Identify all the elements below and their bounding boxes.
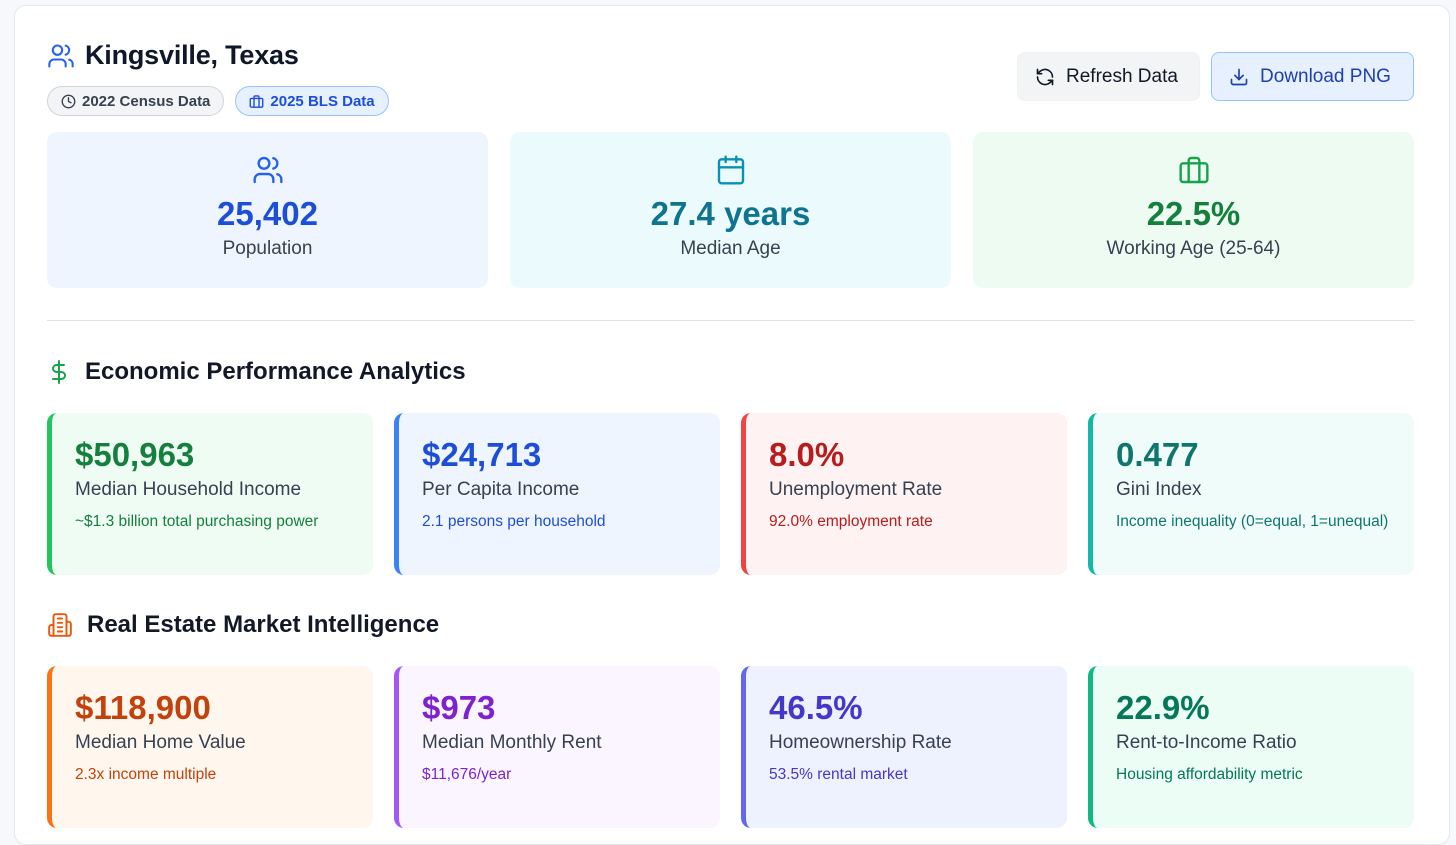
briefcase-icon	[1178, 154, 1210, 186]
real-estate-section-header: Real Estate Market Intelligence	[47, 611, 439, 639]
metric-subtext: Housing affordability metric	[1116, 766, 1303, 784]
metric-value: 46.5%	[769, 689, 863, 726]
calendar-icon	[715, 154, 747, 186]
metric-value: $24,713	[422, 436, 542, 473]
metric-value: $973	[422, 689, 496, 726]
metric-subtext: 2.3x income multiple	[75, 766, 217, 784]
metric-subtext: $11,676/year	[422, 766, 512, 784]
metric-value: 8.0%	[769, 436, 845, 473]
metric-value: $50,963	[75, 436, 195, 473]
refresh-icon	[1035, 67, 1055, 87]
metric-label: Median Household Income	[75, 479, 302, 501]
metric-label: Homeownership Rate	[769, 732, 952, 754]
building-icon	[47, 611, 73, 639]
data-source-badges: 2022 Census Data 2025 BLS Data	[47, 86, 389, 116]
population-label: Population	[222, 238, 313, 260]
metric-value: 0.477	[1116, 436, 1199, 473]
bls-badge: 2025 BLS Data	[235, 86, 389, 116]
metric-subtext: 92.0% employment rate	[769, 513, 933, 531]
metric-label: Median Monthly Rent	[422, 732, 602, 754]
download-png-button[interactable]: Download PNG	[1211, 52, 1414, 101]
dollar-icon	[47, 358, 71, 386]
page-title: Kingsville, Texas	[85, 40, 299, 70]
median-household-income-card: $50,963 Median Household Income ~$1.3 bi…	[47, 413, 373, 575]
metric-label: Rent-to-Income Ratio	[1116, 732, 1297, 754]
economic-section-title: Economic Performance Analytics	[85, 358, 466, 385]
metric-subtext: 2.1 persons per household	[422, 513, 606, 531]
metric-subtext: ~$1.3 billion total purchasing power	[75, 513, 319, 531]
median-age-value: 27.4 years	[650, 195, 811, 232]
median-age-stat: 27.4 years Median Age	[510, 132, 951, 288]
median-age-label: Median Age	[680, 238, 781, 260]
working-age-stat: 22.5% Working Age (25-64)	[973, 132, 1414, 288]
page-header: Kingsville, Texas	[47, 40, 299, 71]
briefcase-icon	[249, 94, 264, 109]
metric-label: Unemployment Rate	[769, 479, 943, 501]
census-badge: 2022 Census Data	[47, 86, 225, 116]
clock-icon	[61, 94, 76, 109]
users-icon	[47, 42, 75, 70]
metric-value: $118,900	[75, 689, 211, 726]
working-age-value: 22.5%	[1146, 195, 1241, 232]
economic-section-header: Economic Performance Analytics	[47, 358, 466, 386]
rent-to-income-card: 22.9% Rent-to-Income Ratio Housing affor…	[1088, 666, 1414, 828]
census-badge-label: 2022 Census Data	[82, 92, 211, 110]
refresh-data-button[interactable]: Refresh Data	[1017, 52, 1200, 101]
section-divider	[47, 320, 1414, 321]
median-home-value-card: $118,900 Median Home Value 2.3x income m…	[47, 666, 373, 828]
metric-subtext: Income inequality (0=equal, 1=unequal)	[1116, 513, 1389, 531]
unemployment-rate-card: 8.0% Unemployment Rate 92.0% employment …	[741, 413, 1067, 575]
median-monthly-rent-card: $973 Median Monthly Rent $11,676/year	[394, 666, 720, 828]
refresh-data-label: Refresh Data	[1066, 65, 1178, 87]
population-stat: 25,402 Population	[47, 132, 488, 288]
download-png-label: Download PNG	[1260, 65, 1391, 87]
working-age-label: Working Age (25-64)	[1106, 238, 1281, 260]
metric-label: Gini Index	[1116, 479, 1202, 501]
metric-subtext: 53.5% rental market	[769, 766, 908, 784]
real-estate-section-title: Real Estate Market Intelligence	[87, 611, 440, 638]
metric-label: Median Home Value	[75, 732, 246, 754]
metric-value: 22.9%	[1116, 689, 1210, 726]
download-icon	[1229, 67, 1249, 87]
population-value: 25,402	[217, 195, 318, 232]
gini-index-card: 0.477 Gini Index Income inequality (0=eq…	[1088, 413, 1414, 575]
users-icon	[252, 154, 284, 186]
bls-badge-label: 2025 BLS Data	[270, 92, 375, 110]
metric-label: Per Capita Income	[422, 479, 580, 501]
homeownership-rate-card: 46.5% Homeownership Rate 53.5% rental ma…	[741, 666, 1067, 828]
per-capita-income-card: $24,713 Per Capita Income 2.1 persons pe…	[394, 413, 720, 575]
